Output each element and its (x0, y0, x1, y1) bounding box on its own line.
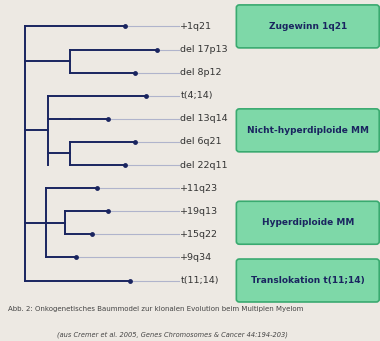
Text: +11q23: +11q23 (180, 183, 218, 193)
Text: +9q34: +9q34 (180, 253, 212, 262)
Text: +1q21: +1q21 (180, 22, 212, 31)
Text: (aus Cremer et al. 2005, Genes Chromosomes & Cancer 44:194-203): (aus Cremer et al. 2005, Genes Chromosom… (57, 331, 288, 338)
Text: Zugewinn 1q21: Zugewinn 1q21 (269, 22, 347, 31)
Text: del 17p13: del 17p13 (180, 45, 228, 54)
Text: Nicht-hyperdiploide MM: Nicht-hyperdiploide MM (247, 126, 369, 135)
Text: t(11;14): t(11;14) (180, 276, 219, 285)
Text: del 8p12: del 8p12 (180, 68, 222, 77)
Text: Translokation t(11;14): Translokation t(11;14) (251, 276, 365, 285)
Text: t(4;14): t(4;14) (180, 91, 213, 100)
Text: +19q13: +19q13 (180, 207, 218, 216)
Text: del 13q14: del 13q14 (180, 114, 228, 123)
Text: +15q22: +15q22 (180, 230, 218, 239)
Text: del 22q11: del 22q11 (180, 161, 228, 169)
Text: del 6q21: del 6q21 (180, 137, 222, 146)
Text: Hyperdiploide MM: Hyperdiploide MM (261, 218, 354, 227)
Text: Abb. 2: Onkogenetisches Baummodel zur klonalen Evolution beim Multiplen Myelom: Abb. 2: Onkogenetisches Baummodel zur kl… (8, 306, 303, 312)
